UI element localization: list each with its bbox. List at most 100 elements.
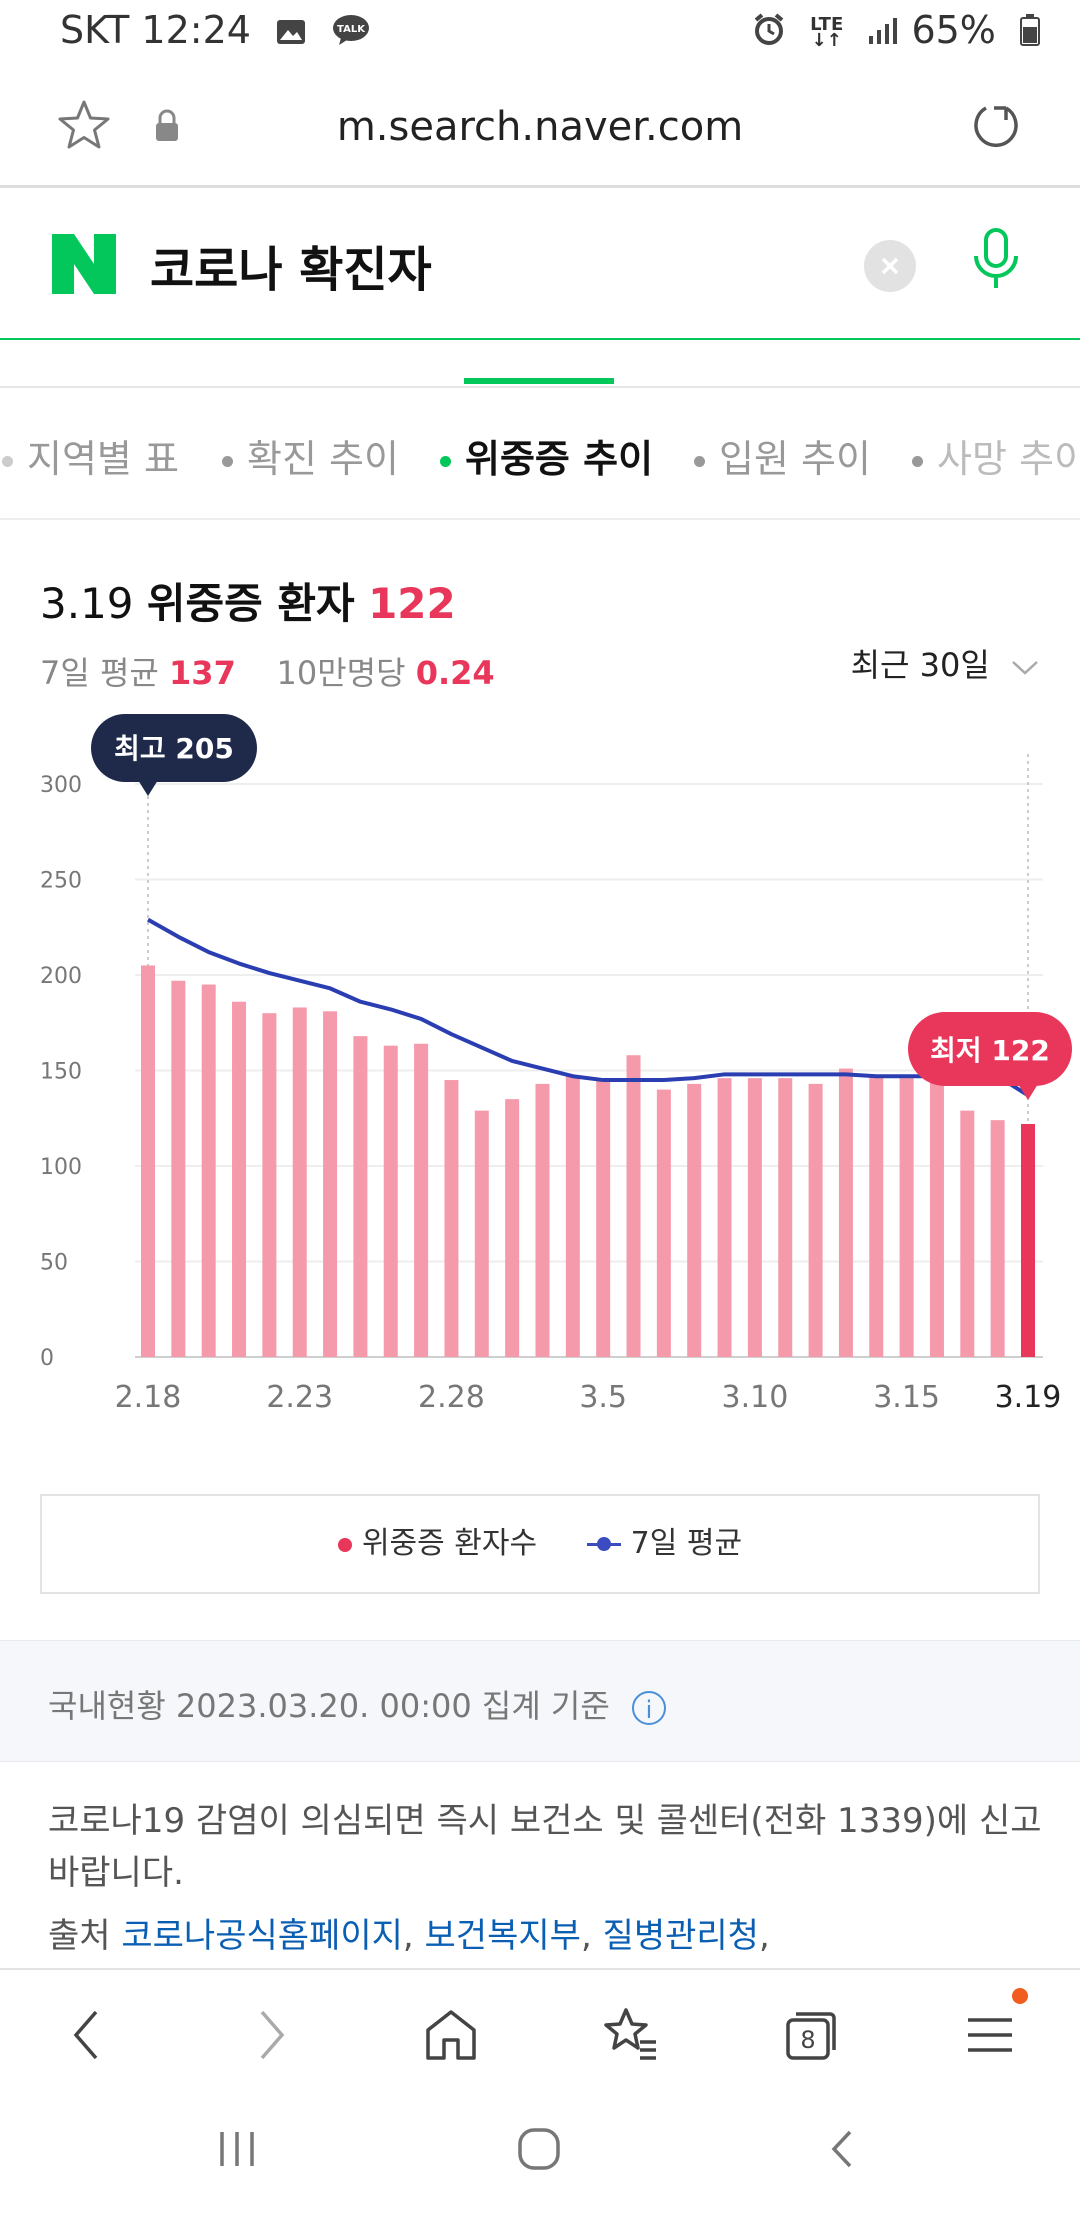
- bar: [778, 1078, 793, 1357]
- bar: [414, 1043, 429, 1357]
- tabs-icon: 8: [786, 2012, 836, 2060]
- max-annotation-label: 최고 205: [114, 732, 234, 765]
- bullet-icon: [222, 456, 233, 467]
- per100k-label: 10만명당: [276, 654, 406, 692]
- bar: [869, 1076, 884, 1357]
- search-header: 코로나 확진자: [0, 188, 1080, 340]
- browser-toolbar: 8: [0, 1968, 1080, 2096]
- bookmark-list-icon: [604, 2008, 656, 2060]
- home-circle-icon: [518, 2128, 560, 2170]
- y-tick-label: 200: [40, 964, 82, 989]
- bar: [717, 1078, 732, 1357]
- back-arrow-icon: [73, 2010, 98, 2060]
- bullet-icon: [2, 456, 13, 467]
- status-right: LTE ↓↑ 65%: [740, 8, 1040, 55]
- x-tick-label: 2.23: [266, 1380, 333, 1415]
- bookmark-star-icon[interactable]: [56, 98, 112, 158]
- legend-bar-marker: [337, 1537, 352, 1552]
- avg-label: 7일 평균: [40, 654, 159, 692]
- back-button[interactable]: [52, 2000, 122, 2070]
- source-link-kdca[interactable]: 질병관리청: [602, 1916, 759, 1956]
- x-tick-label: 3.10: [721, 1380, 788, 1415]
- tabs-button[interactable]: 8: [776, 2000, 846, 2070]
- clear-search-button[interactable]: [864, 240, 916, 292]
- notification-dot: [1012, 1988, 1028, 2004]
- bar: [626, 1055, 641, 1357]
- bar: [808, 1083, 823, 1357]
- home-button[interactable]: [416, 2000, 486, 2070]
- reload-icon[interactable]: [970, 100, 1022, 156]
- stat-label: 위중증 환자: [146, 579, 355, 628]
- voice-search-button[interactable]: [966, 226, 1026, 310]
- forward-arrow-icon: [260, 2010, 285, 2060]
- svg-text:TALK: TALK: [337, 24, 366, 35]
- sub-tabs: 지역별 표 확진 추이 위중증 추이 입원 추이 사망 추이: [0, 388, 1080, 520]
- legend-line-marker: [586, 1537, 621, 1551]
- tab-count: 8: [800, 2026, 815, 2054]
- source-link-mohw[interactable]: 보건복지부: [424, 1916, 581, 1956]
- tab-region-table[interactable]: 지역별 표: [2, 428, 179, 483]
- y-tick-label: 150: [40, 1060, 82, 1085]
- info-band: 국내현황 2023.03.20. 00:00 집계 기준 i: [0, 1640, 1080, 1762]
- tab-confirmed-trend[interactable]: 확진 추이: [222, 428, 399, 483]
- max-annotation-bubble: [91, 714, 257, 782]
- recent-apps-button[interactable]: [212, 2124, 262, 2178]
- bar: [535, 1083, 550, 1357]
- y-tick-label: 50: [40, 1251, 68, 1276]
- bullet-icon: [440, 456, 451, 467]
- bookmarks-button[interactable]: [596, 2000, 666, 2070]
- min-annotation-pointer: [1018, 1083, 1038, 1100]
- bullet-icon: [912, 456, 923, 467]
- stat-subline: 7일 평균 137 10만명당 0.24: [40, 648, 495, 694]
- bar: [201, 984, 216, 1357]
- x-tick-label: 3.15: [873, 1380, 940, 1415]
- battery-percent: 65%: [911, 8, 996, 52]
- gallery-icon: [275, 11, 307, 55]
- source-link-corona[interactable]: 코로나공식홈페이지: [121, 1916, 403, 1956]
- address-bar: m.search.naver.com: [0, 70, 1080, 188]
- tab-death-trend[interactable]: 사망 추이: [912, 428, 1080, 483]
- bar: [444, 1080, 459, 1357]
- bullet-icon: [694, 456, 705, 467]
- lock-icon: [152, 108, 182, 148]
- x-tick-label: 3.19: [995, 1380, 1062, 1415]
- recent-apps-icon: [220, 2132, 254, 2166]
- signal-icon: [867, 11, 899, 55]
- bar: [960, 1110, 975, 1357]
- period-label: 최근 30일: [850, 646, 990, 684]
- forward-button[interactable]: [236, 2000, 306, 2070]
- bar: [323, 1011, 338, 1357]
- bar: [929, 1070, 944, 1357]
- min-annotation-bubble: [908, 1011, 1072, 1086]
- chart-legend: 위중증 환자수 7일 평균: [40, 1494, 1040, 1594]
- tab-hospitalized-trend[interactable]: 입원 추이: [694, 428, 871, 483]
- naver-logo[interactable]: [52, 234, 116, 298]
- bar: [262, 1013, 277, 1357]
- status-left: SKT 12:24 TALK: [60, 8, 371, 55]
- source-label: 출처: [48, 1916, 111, 1956]
- tab-critical-trend[interactable]: 위중증 추이: [440, 428, 653, 483]
- back-nav-button[interactable]: [818, 2124, 868, 2178]
- notice-text: 코로나19 감염이 의심되면 즉시 보건소 및 콜센터(전화 1339)에 신고…: [48, 1801, 1042, 1893]
- info-icon[interactable]: i: [632, 1691, 666, 1725]
- info-status: 국내현황 2023.03.20. 00:00 집계 기준 i: [48, 1681, 666, 1727]
- legend-line-label: 7일 평균: [630, 1526, 743, 1561]
- alarm-icon: [752, 11, 786, 55]
- search-input[interactable]: 코로나 확진자: [150, 242, 432, 298]
- bar: [474, 1110, 489, 1357]
- source-line: 출처 코로나공식홈페이지, 보건복지부, 질병관리청,: [48, 1916, 770, 1956]
- bar: [838, 1068, 853, 1357]
- battery-icon: [1020, 11, 1040, 55]
- per100k-value: 0.24: [415, 654, 495, 692]
- url-text[interactable]: m.search.naver.com: [336, 104, 744, 150]
- active-tab-underline: [464, 378, 614, 384]
- min-annotation-label: 최저 122: [930, 1034, 1050, 1067]
- home-nav-button[interactable]: [514, 2124, 564, 2178]
- period-select[interactable]: 최근 30일: [851, 640, 1040, 686]
- legend-bar-label: 위중증 환자수: [361, 1526, 538, 1561]
- bar: [747, 1078, 762, 1357]
- bar: [232, 1001, 247, 1357]
- bar: [899, 1078, 914, 1357]
- y-tick-label: 0: [40, 1346, 54, 1371]
- menu-button[interactable]: [956, 1988, 1028, 2070]
